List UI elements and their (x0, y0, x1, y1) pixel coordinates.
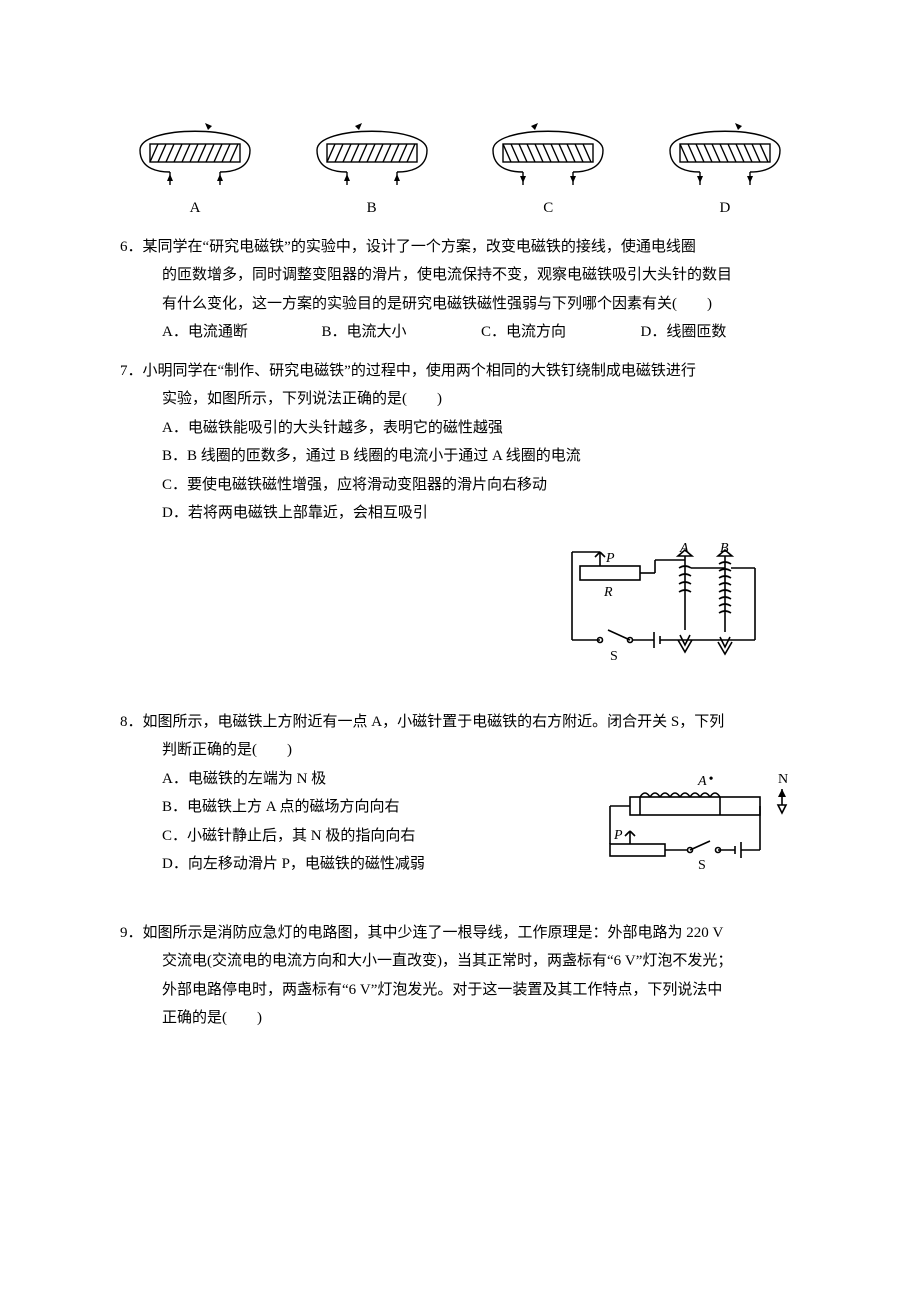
q7-label-R: R (603, 585, 613, 600)
coil-diagram-B: B (297, 110, 447, 223)
q6-option-B: B．电流大小 (322, 318, 482, 347)
q8-stem-line2: 判断正确的是( ) (120, 736, 800, 765)
q9-number: 9． (120, 925, 143, 941)
q6-option-C: C．电流方向 (481, 318, 641, 347)
coil-svg-A (120, 110, 270, 190)
page: A B (0, 0, 920, 1302)
coil-diagram-C: C (473, 110, 623, 223)
q8-number: 8． (120, 714, 143, 730)
q6-text1: 某同学在“研究电磁铁”的实验中，设计了一个方案，改变电磁铁的接线，使通电线圈 (143, 239, 696, 255)
q9-stem-line1: 9．如图所示是消防应急灯的电路图，其中少连了一根导线，工作原理是：外部电路为 2… (120, 919, 800, 948)
coil-label-B: B (367, 194, 377, 223)
q7-text1: 小明同学在“制作、研究电磁铁”的过程中，使用两个相同的大铁钉绕制成电磁铁进行 (143, 363, 696, 379)
q8-text1: 如图所示，电磁铁上方附近有一点 A，小磁针置于电磁铁的右方附近。闭合开关 S，下… (143, 714, 725, 730)
coil-svg-B (297, 110, 447, 190)
q8-stem-line1: 8．如图所示，电磁铁上方附近有一点 A，小磁针置于电磁铁的右方附近。闭合开关 S… (120, 708, 800, 737)
coil-label-C: C (543, 194, 553, 223)
question-7: 7．小明同学在“制作、研究电磁铁”的过程中，使用两个相同的大铁钉绕制成电磁铁进行… (120, 357, 800, 690)
coil-diagram-row: A B (120, 110, 800, 223)
q7-stem-line1: 7．小明同学在“制作、研究电磁铁”的过程中，使用两个相同的大铁钉绕制成电磁铁进行 (120, 357, 800, 386)
q6-stem-line2: 的匝数增多，同时调整变阻器的滑片，使电流保持不变，观察电磁铁吸引大头针的数目 (120, 261, 800, 290)
q6-number: 6． (120, 239, 143, 255)
coil-diagram-A: A (120, 110, 270, 223)
q8-label-A: A• (697, 772, 714, 789)
q6-stem-line1: 6．某同学在“研究电磁铁”的实验中，设计了一个方案，改变电磁铁的接线，使通电线圈 (120, 233, 800, 262)
q7-label-P: P (605, 551, 615, 566)
coil-svg-C (473, 110, 623, 190)
coil-svg-D (650, 110, 800, 190)
q7-option-A: A．电磁铁能吸引的大头针越多，表明它的磁性越强 (120, 414, 800, 443)
q8-label-N: N (778, 772, 788, 787)
q6-stem-line3: 有什么变化，这一方案的实验目的是研究电磁铁磁性强弱与下列哪个因素有关( ) (120, 290, 800, 319)
q8-label-P: P (613, 828, 623, 843)
q7-option-C: C．要使电磁铁磁性增强，应将滑动变阻器的滑片向右移动 (120, 471, 800, 500)
q7-label-B: B (720, 541, 729, 556)
q8-label-S: S (698, 858, 706, 873)
q7-option-B: B．B 线圈的匝数多，通过 B 线圈的电流小于通过 A 线圈的电流 (120, 442, 800, 471)
q6-options: A．电流通断 B．电流大小 C．电流方向 D．线圈匝数 (120, 318, 800, 347)
q6-option-D: D．线圈匝数 (641, 318, 801, 347)
coil-diagram-D: D (650, 110, 800, 223)
q6-option-A: A．电流通断 (162, 318, 322, 347)
coil-label-D: D (720, 194, 731, 223)
q7-option-D: D．若将两电磁铁上部靠近，会相互吸引 (120, 499, 800, 528)
q7-stem-line2: 实验，如图所示，下列说法正确的是( ) (120, 385, 800, 414)
coil-label-A: A (190, 194, 201, 223)
q9-stem-line2: 交流电(交流电的电流方向和大小一直改变)，当其正常时，两盏标有“6 V”灯泡不发… (120, 947, 800, 976)
q7-figure-wrap: P R A B S (120, 540, 800, 690)
q9-stem-line3: 外部电路停电时，两盏标有“6 V”灯泡发光。对于这一装置及其工作特点，下列说法中 (120, 976, 800, 1005)
q7-number: 7． (120, 363, 143, 379)
question-6: 6．某同学在“研究电磁铁”的实验中，设计了一个方案，改变电磁铁的接线，使通电线圈… (120, 233, 800, 347)
q7-label-A: A (679, 541, 689, 556)
q8-circuit-svg: A• P N S (570, 769, 800, 879)
question-8: 8．如图所示，电磁铁上方附近有一点 A，小磁针置于电磁铁的右方附近。闭合开关 S… (120, 708, 800, 879)
q7-circuit-svg: P R A B S (560, 540, 770, 690)
q9-text1: 如图所示是消防应急灯的电路图，其中少连了一根导线，工作原理是：外部电路为 220… (143, 925, 724, 941)
question-9: 9．如图所示是消防应急灯的电路图，其中少连了一根导线，工作原理是：外部电路为 2… (120, 919, 800, 1033)
q8-figure-wrap: A• P N S (570, 769, 800, 879)
q7-label-S: S (610, 649, 618, 664)
q9-stem-line4: 正确的是( ) (120, 1004, 800, 1033)
